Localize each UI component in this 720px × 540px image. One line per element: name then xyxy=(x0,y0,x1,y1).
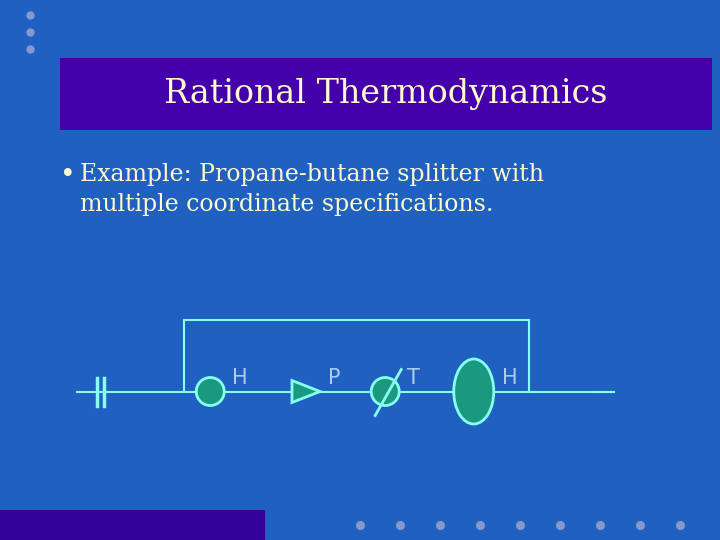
Bar xyxy=(60,58,712,130)
Text: H: H xyxy=(233,368,248,388)
Ellipse shape xyxy=(197,377,224,406)
Text: Example: Propane-butane splitter with: Example: Propane-butane splitter with xyxy=(80,164,544,186)
Text: P: P xyxy=(328,368,341,388)
Text: T: T xyxy=(408,368,420,388)
Ellipse shape xyxy=(454,359,494,424)
Text: •: • xyxy=(60,162,76,188)
Polygon shape xyxy=(292,381,320,402)
Ellipse shape xyxy=(372,377,399,406)
Bar xyxy=(0,510,265,540)
Text: H: H xyxy=(502,368,518,388)
Text: Rational Thermodynamics: Rational Thermodynamics xyxy=(164,78,608,110)
Text: multiple coordinate specifications.: multiple coordinate specifications. xyxy=(80,193,493,217)
